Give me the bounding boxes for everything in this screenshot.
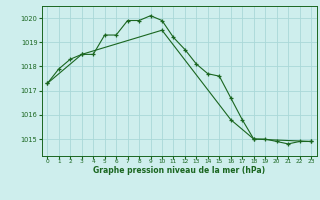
X-axis label: Graphe pression niveau de la mer (hPa): Graphe pression niveau de la mer (hPa) <box>93 166 265 175</box>
